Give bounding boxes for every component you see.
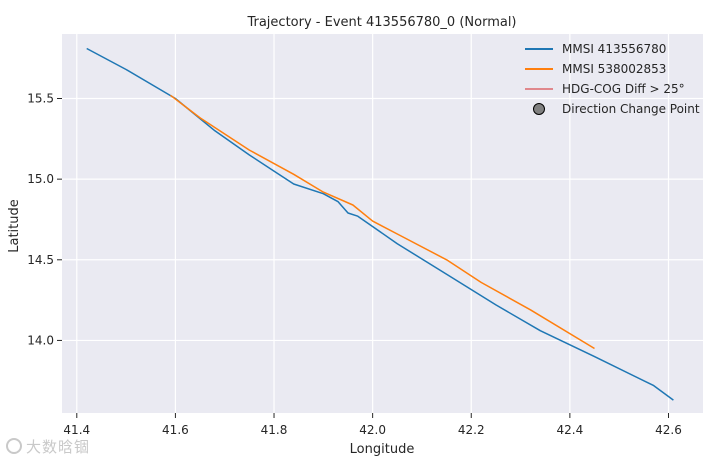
x-tick-label: 42.2	[458, 423, 485, 437]
x-tick-label: 42.0	[359, 423, 386, 437]
legend-entry-label: MMSI 413556780	[562, 42, 666, 56]
y-tick-label: 15.5	[27, 92, 54, 106]
plot-area	[62, 34, 703, 413]
grid-lines	[62, 34, 703, 413]
legend-entry-label: HDG-COG Diff > 25°	[562, 82, 685, 96]
x-tick-label: 42.6	[655, 423, 682, 437]
y-axis-label: Latitude	[7, 199, 22, 253]
watermark-text: 大数晗锢	[26, 438, 91, 456]
y-tick-label: 14.0	[27, 333, 54, 347]
y-axis-ticks: 14.0 14.5 15.0 15.5	[27, 92, 62, 347]
x-axis-label: Longitude	[350, 442, 415, 457]
x-tick-label: 41.6	[162, 423, 189, 437]
legend: MMSI 413556780 MMSI 538002853 HDG-COG Diff…	[525, 42, 700, 116]
y-tick-label: 14.5	[27, 253, 54, 267]
series-layer	[86, 47, 674, 401]
chart-title: Trajectory - Event 413556780_0 (Normal)	[246, 15, 516, 30]
watermark-logo-icon	[6, 438, 22, 454]
y-tick-label: 15.0	[27, 172, 54, 186]
watermark: 大数晗锢	[6, 436, 90, 457]
legend-entry-label: Direction Change Point	[562, 102, 700, 116]
legend-entry-label: MMSI 538002853	[562, 62, 666, 76]
series-line-2	[170, 94, 595, 350]
x-axis-ticks: 41.4 41.6 41.8 42.0 42.2 42.4 42.6	[63, 413, 682, 437]
x-tick-label: 42.4	[557, 423, 584, 437]
x-tick-label: 41.8	[261, 423, 288, 437]
legend-marker	[533, 103, 545, 115]
x-tick-label: 41.4	[63, 423, 90, 437]
series-line-1	[86, 47, 674, 401]
